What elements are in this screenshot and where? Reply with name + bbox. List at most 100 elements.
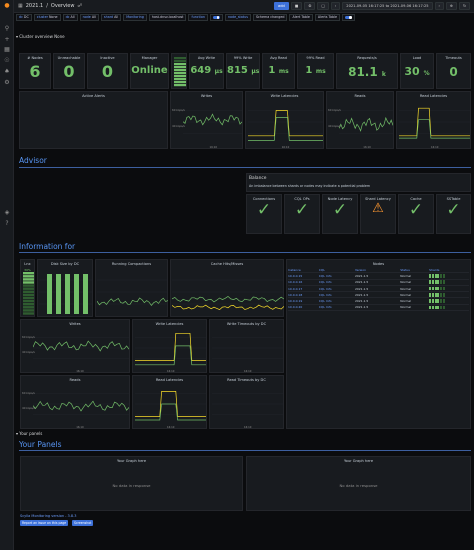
variable-chip-7[interactable]: function xyxy=(188,14,208,21)
variable-value: DC xyxy=(23,15,29,19)
node-ip-link[interactable]: 10.0.0.16 xyxy=(288,280,303,285)
status-level-bar xyxy=(174,57,186,60)
read-latencies-panel-series-0 xyxy=(399,107,470,137)
variable-chip-11[interactable]: Alert Table xyxy=(289,14,313,21)
node-ip-link[interactable]: 10.0.0.15 xyxy=(288,273,303,278)
node-ip-link[interactable]: 10.0.0.20 xyxy=(288,305,303,310)
x-tick-label: 16:10 xyxy=(166,370,175,373)
stat-title: Avg Write xyxy=(197,55,216,60)
dashboards-grid-icon[interactable]: ▦ xyxy=(18,3,23,9)
variable-value: Alerts Table xyxy=(317,15,338,19)
cql-info-link[interactable]: CQL Info xyxy=(318,299,332,304)
write-latencies-panel-title: Write Latencies xyxy=(270,93,299,98)
search-icon[interactable]: ⚲ xyxy=(4,25,10,32)
screenshot-button[interactable]: Screenshot xyxy=(72,520,94,526)
dashboards-icon[interactable]: ▦ xyxy=(4,46,10,53)
shard-block xyxy=(431,299,435,303)
refresh-icon[interactable]: ↻ xyxy=(458,2,470,10)
row-cluster-overview[interactable]: ▾ Cluster overview None xyxy=(16,34,65,39)
variable-chip-3[interactable]: node All xyxy=(79,14,99,21)
stat-number: 649 xyxy=(190,65,212,76)
cql-info-link[interactable]: CQL Info xyxy=(318,292,332,297)
x-tick-label: 16:10 xyxy=(209,146,218,149)
node-version: 2021.1.5 xyxy=(354,299,369,304)
variable-chip-9[interactable]: node_status xyxy=(224,14,251,21)
explore-icon[interactable]: ☉ xyxy=(4,57,10,64)
variable-chip-10[interactable]: Schema changed xyxy=(252,14,288,21)
save-icon[interactable]: ■ xyxy=(290,2,303,10)
shard-block xyxy=(431,286,435,291)
cql-info-link[interactable]: CQL Info xyxy=(318,280,332,285)
variable-chip-2[interactable]: dc All xyxy=(62,14,78,21)
variable-chip-8[interactable] xyxy=(209,14,223,21)
gauge-segment xyxy=(23,287,34,290)
column-header[interactable]: Status xyxy=(400,267,410,272)
breadcrumb-folder[interactable]: 2021.1 xyxy=(25,3,44,9)
info-writes-panel-title: Writes xyxy=(69,321,81,326)
variable-chip-13[interactable] xyxy=(342,14,356,21)
tv-mode-icon[interactable]: □ xyxy=(317,2,329,10)
variable-chip-5[interactable]: Monitoring xyxy=(123,14,147,21)
info-read-timeouts-panel: Read Timeouts by DC 16:10 xyxy=(209,375,284,429)
alerting-bell-icon[interactable]: ♠ xyxy=(4,68,10,75)
x-tick-label: 16:10 xyxy=(243,370,252,373)
variable-chip-1[interactable]: cluster None xyxy=(33,14,61,21)
shield-icon[interactable]: ◈ xyxy=(4,209,10,216)
time-range-picker[interactable]: 2021-09-05 16:17:25 to 2021-09-06 16:17:… xyxy=(342,2,433,10)
variable-chip-4[interactable]: shard All xyxy=(100,14,122,21)
toggle-switch[interactable] xyxy=(212,15,220,20)
plus-icon[interactable]: + xyxy=(4,36,10,43)
gauge-segment xyxy=(23,284,34,287)
monitoring-version[interactable]: Scylla Monitoring version - 3.8.3 xyxy=(20,514,77,518)
section-information: Information for xyxy=(19,242,76,251)
stat-panel-4 xyxy=(171,53,187,89)
zoom-out-icon[interactable]: ⊕ xyxy=(445,2,457,10)
table-row: 10.0.0.20 CQL Info 2021.1.5 Normal xyxy=(288,305,469,312)
report-issue-button[interactable]: Report an issue on this page xyxy=(20,520,69,526)
node-ip-link[interactable]: 10.0.0.17 xyxy=(288,286,303,291)
variable-chip-0[interactable]: dc DC xyxy=(16,14,32,21)
column-header[interactable]: CQL xyxy=(318,267,325,272)
your-graph-right-title: Your Graph here xyxy=(343,458,374,463)
status-level-bars xyxy=(174,57,186,87)
breadcrumb-dashboard[interactable]: Overview xyxy=(50,3,75,9)
gauge-segment xyxy=(23,299,34,303)
variable-value: Alert Table xyxy=(292,15,310,19)
status-level-bar xyxy=(174,60,186,63)
shard-block xyxy=(439,280,443,285)
y-tick-label: 40 kops/s xyxy=(172,124,185,129)
y-tick-label: 60 kops/s xyxy=(172,108,185,113)
advisor-divider xyxy=(19,167,471,168)
column-header[interactable]: Shards xyxy=(429,267,440,272)
advisor-check-title: CQL OPs xyxy=(294,196,310,201)
cql-info-link[interactable]: CQL Info xyxy=(318,273,332,278)
stat-title: Requests/s xyxy=(357,55,377,60)
variable-chip-12[interactable]: Alerts Table xyxy=(314,14,341,21)
node-ip-link[interactable]: 10.0.0.19 xyxy=(288,299,303,304)
time-back-icon[interactable]: ‹ xyxy=(330,2,341,10)
compactions-series xyxy=(97,297,168,306)
grafana-logo-icon[interactable]: ● xyxy=(4,2,10,9)
row-your-panels[interactable]: ▾ Your panels xyxy=(16,431,43,436)
gear-icon[interactable]: ⚙ xyxy=(4,79,10,86)
column-header[interactable]: Version xyxy=(354,267,366,272)
variable-chip-6[interactable]: host.dnsv.localhost xyxy=(148,14,187,21)
add-panel-button[interactable]: add xyxy=(274,2,289,10)
toggle-switch[interactable] xyxy=(345,15,353,20)
info-writes-panel-series-0 xyxy=(33,340,129,352)
column-header[interactable]: Instance xyxy=(288,267,301,272)
shard-block xyxy=(431,280,435,285)
variable-label: Monitoring xyxy=(126,15,144,19)
node-ip-link[interactable]: 10.0.0.18 xyxy=(288,292,303,297)
share-icon[interactable]: ☍ xyxy=(77,3,83,9)
gauge-segment xyxy=(23,278,34,281)
advisor-check-1: CQL OPs ✓ xyxy=(284,194,320,234)
row-your-panels-label: Your panels xyxy=(19,431,43,436)
settings-gear-icon[interactable]: ⚙ xyxy=(304,2,316,10)
x-tick-label: 16:10 xyxy=(281,146,290,149)
time-forward-icon[interactable]: › xyxy=(434,2,444,10)
cql-info-link[interactable]: CQL Info xyxy=(318,286,332,291)
cql-info-link[interactable]: CQL Info xyxy=(318,305,332,310)
stat-panel-10: Load 30 % xyxy=(400,53,434,89)
help-icon[interactable]: ? xyxy=(5,220,9,227)
